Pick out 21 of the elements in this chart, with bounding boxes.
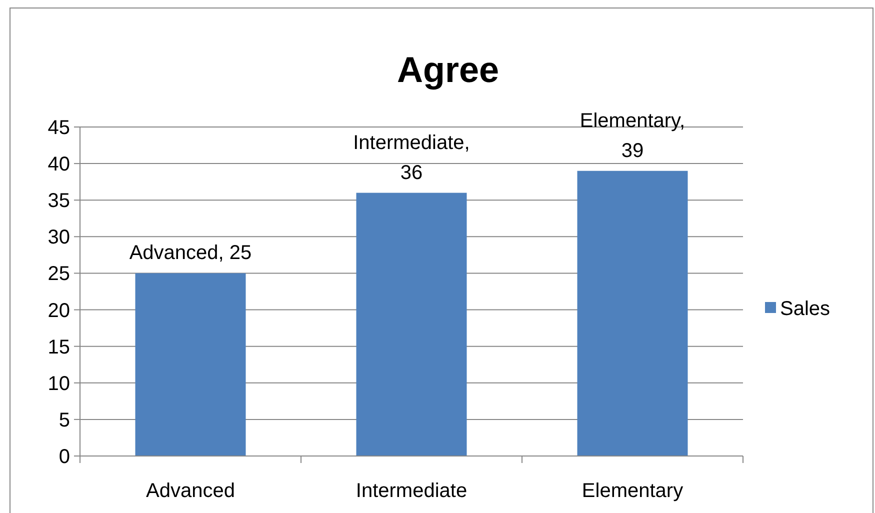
x-tick-label: Advanced (146, 480, 235, 502)
text: Elementary, 39 (580, 110, 686, 162)
y-tick-label: 30 (48, 226, 70, 249)
x-tick-label: Elementary (582, 480, 684, 502)
text: Intermediate, 36 (353, 132, 470, 184)
bar (135, 273, 246, 456)
chart-title: Agree (396, 49, 500, 90)
bar (356, 192, 467, 456)
bar (577, 170, 688, 456)
y-tick-label: 15 (48, 336, 70, 358)
y-tick-label: 40 (48, 154, 70, 176)
y-tick-label: 10 (48, 372, 70, 395)
legend-label: Sales (780, 298, 830, 320)
y-tick-label: 20 (48, 300, 70, 322)
y-tick-label: 35 (48, 190, 70, 212)
y-tick-label: 0 (58, 446, 70, 468)
y-tick-label: 5 (58, 409, 70, 432)
y-tick-label: 25 (48, 263, 70, 286)
x-tick-label: Intermediate (356, 480, 468, 502)
y-tick-label: 45 (48, 117, 70, 139)
text: Advanced, 25 (129, 242, 252, 264)
